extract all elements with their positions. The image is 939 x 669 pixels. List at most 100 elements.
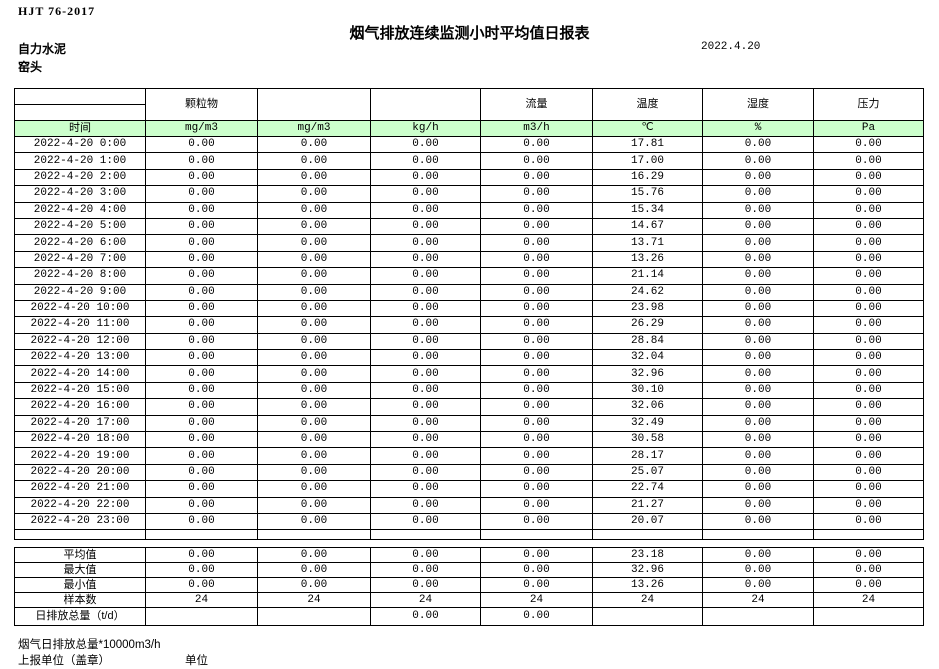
row-value: 0.00 bbox=[480, 201, 593, 219]
unit-celsius: ℃ bbox=[592, 120, 703, 137]
row-value: 0.00 bbox=[145, 447, 258, 465]
row-value: 0.00 bbox=[480, 168, 593, 187]
summary-value: 24 bbox=[480, 592, 593, 608]
row-value: 0.00 bbox=[257, 217, 371, 236]
empty-cell bbox=[592, 529, 703, 541]
summary-value: 0.00 bbox=[813, 562, 924, 578]
row-value: 0.00 bbox=[145, 332, 258, 351]
row-time: 2022-4-20 7:00 bbox=[14, 250, 146, 269]
table-row: 2022-4-20 9:00 0.00 0.00 0.00 0.00 24.62 0.00 0… bbox=[14, 283, 924, 301]
summary-value: 0.00 bbox=[145, 577, 258, 593]
row-value: 0.00 bbox=[257, 201, 371, 219]
summary-value: 0.00 bbox=[257, 577, 371, 593]
summary-value bbox=[257, 607, 371, 626]
table-row: 2022-4-20 20:00 0.00 0.00 0.00 0.00 25.07 0.00… bbox=[14, 463, 924, 482]
row-value: 0.00 bbox=[257, 447, 371, 465]
summary-value: 0.00 bbox=[480, 547, 593, 563]
summary-value: 0.00 bbox=[370, 562, 481, 578]
row-value: 0.00 bbox=[813, 135, 924, 154]
row-value: 0.00 bbox=[257, 414, 371, 433]
row-value: 0.00 bbox=[702, 299, 814, 318]
row-time: 2022-4-20 20:00 bbox=[14, 463, 146, 482]
empty-cell bbox=[257, 529, 371, 541]
row-value: 0.00 bbox=[257, 512, 371, 531]
row-value: 0.00 bbox=[145, 152, 258, 170]
row-value: 0.00 bbox=[813, 349, 924, 367]
table-row: 2022-4-20 17:00 0.00 0.00 0.00 0.00 32.49 0.00… bbox=[14, 414, 924, 433]
row-value: 0.00 bbox=[813, 250, 924, 269]
row-value: 28.17 bbox=[592, 447, 703, 465]
table-row: 2022-4-20 7:00 0.00 0.00 0.00 0.00 13.26 0.00 0… bbox=[14, 250, 924, 269]
row-value: 0.00 bbox=[257, 332, 371, 351]
row-value: 0.00 bbox=[813, 185, 924, 203]
row-value: 0.00 bbox=[257, 135, 371, 154]
col-group-flow: 流量 bbox=[480, 88, 593, 121]
empty-cell bbox=[145, 529, 258, 541]
row-value: 0.00 bbox=[813, 398, 924, 416]
row-value: 0.00 bbox=[702, 316, 814, 334]
row-value: 0.00 bbox=[370, 299, 481, 318]
row-value: 0.00 bbox=[702, 431, 814, 449]
empty-cell bbox=[14, 529, 146, 541]
row-time: 2022-4-20 4:00 bbox=[14, 201, 146, 219]
row-value: 0.00 bbox=[145, 299, 258, 318]
summary-label: 平均值 bbox=[14, 547, 146, 563]
table-row: 2022-4-20 4:00 0.00 0.00 0.00 0.00 15.34 0.00 0… bbox=[14, 201, 924, 219]
table-row: 2022-4-20 11:00 0.00 0.00 0.00 0.00 26.29 0.00… bbox=[14, 316, 924, 334]
row-value: 0.00 bbox=[145, 365, 258, 383]
row-value: 0.00 bbox=[370, 381, 481, 400]
row-time: 2022-4-20 17:00 bbox=[14, 414, 146, 433]
row-value: 0.00 bbox=[257, 267, 371, 285]
row-value: 0.00 bbox=[370, 267, 481, 285]
row-value: 0.00 bbox=[702, 332, 814, 351]
empty-cell bbox=[370, 529, 481, 541]
row-value: 0.00 bbox=[702, 135, 814, 154]
row-value: 0.00 bbox=[480, 234, 593, 252]
standard-code: HJT 76-2017 bbox=[18, 4, 96, 18]
unit-mgm3-2: mg/m3 bbox=[257, 120, 371, 137]
row-value: 0.00 bbox=[813, 414, 924, 433]
row-value: 32.04 bbox=[592, 349, 703, 367]
summary-label: 日排放总量（t/d） bbox=[14, 607, 146, 626]
row-value: 0.00 bbox=[370, 135, 481, 154]
row-value: 0.00 bbox=[702, 250, 814, 269]
row-time: 2022-4-20 21:00 bbox=[14, 480, 146, 498]
empty-row bbox=[14, 529, 924, 541]
row-value: 0.00 bbox=[257, 480, 371, 498]
row-value: 0.00 bbox=[257, 431, 371, 449]
summary-value: 32.96 bbox=[592, 562, 703, 578]
row-value: 0.00 bbox=[257, 349, 371, 367]
row-value: 0.00 bbox=[370, 414, 481, 433]
row-value: 0.00 bbox=[813, 463, 924, 482]
summary-value: 24 bbox=[370, 592, 481, 608]
row-value: 0.00 bbox=[813, 152, 924, 170]
summary-label: 最小值 bbox=[14, 577, 146, 593]
flow-total-note: 烟气日排放总量*10000m3/h bbox=[18, 639, 161, 651]
hourly-data-table: 颗粒物 流量 温度 湿度 压力 时间 mg/m3 mg/m3 kg/h m3/h… bbox=[14, 88, 924, 541]
row-value: 0.00 bbox=[257, 496, 371, 514]
row-value: 0.00 bbox=[145, 135, 258, 154]
summary-row: 样本数 24 24 24 24 24 24 24 bbox=[14, 592, 924, 608]
row-value: 0.00 bbox=[257, 365, 371, 383]
unit-label: 单位 bbox=[185, 655, 208, 667]
row-value: 0.00 bbox=[480, 316, 593, 334]
summary-value bbox=[813, 607, 924, 626]
summary-value: 0.00 bbox=[370, 607, 481, 626]
summary-value bbox=[702, 607, 814, 626]
summary-value: 0.00 bbox=[370, 547, 481, 563]
row-value: 0.00 bbox=[813, 168, 924, 187]
row-value: 17.81 bbox=[592, 135, 703, 154]
row-value: 0.00 bbox=[145, 250, 258, 269]
table-row: 2022-4-20 12:00 0.00 0.00 0.00 0.00 28.84 0.00… bbox=[14, 332, 924, 351]
row-time: 2022-4-20 2:00 bbox=[14, 168, 146, 187]
row-time: 2022-4-20 10:00 bbox=[14, 299, 146, 318]
row-value: 0.00 bbox=[813, 431, 924, 449]
header-empty-cell-top bbox=[14, 88, 146, 105]
empty-cell bbox=[480, 529, 593, 541]
col-group-blank-2 bbox=[370, 88, 481, 121]
summary-label: 最大值 bbox=[14, 562, 146, 578]
row-value: 0.00 bbox=[480, 185, 593, 203]
summary-value: 0.00 bbox=[480, 562, 593, 578]
row-value: 0.00 bbox=[480, 496, 593, 514]
